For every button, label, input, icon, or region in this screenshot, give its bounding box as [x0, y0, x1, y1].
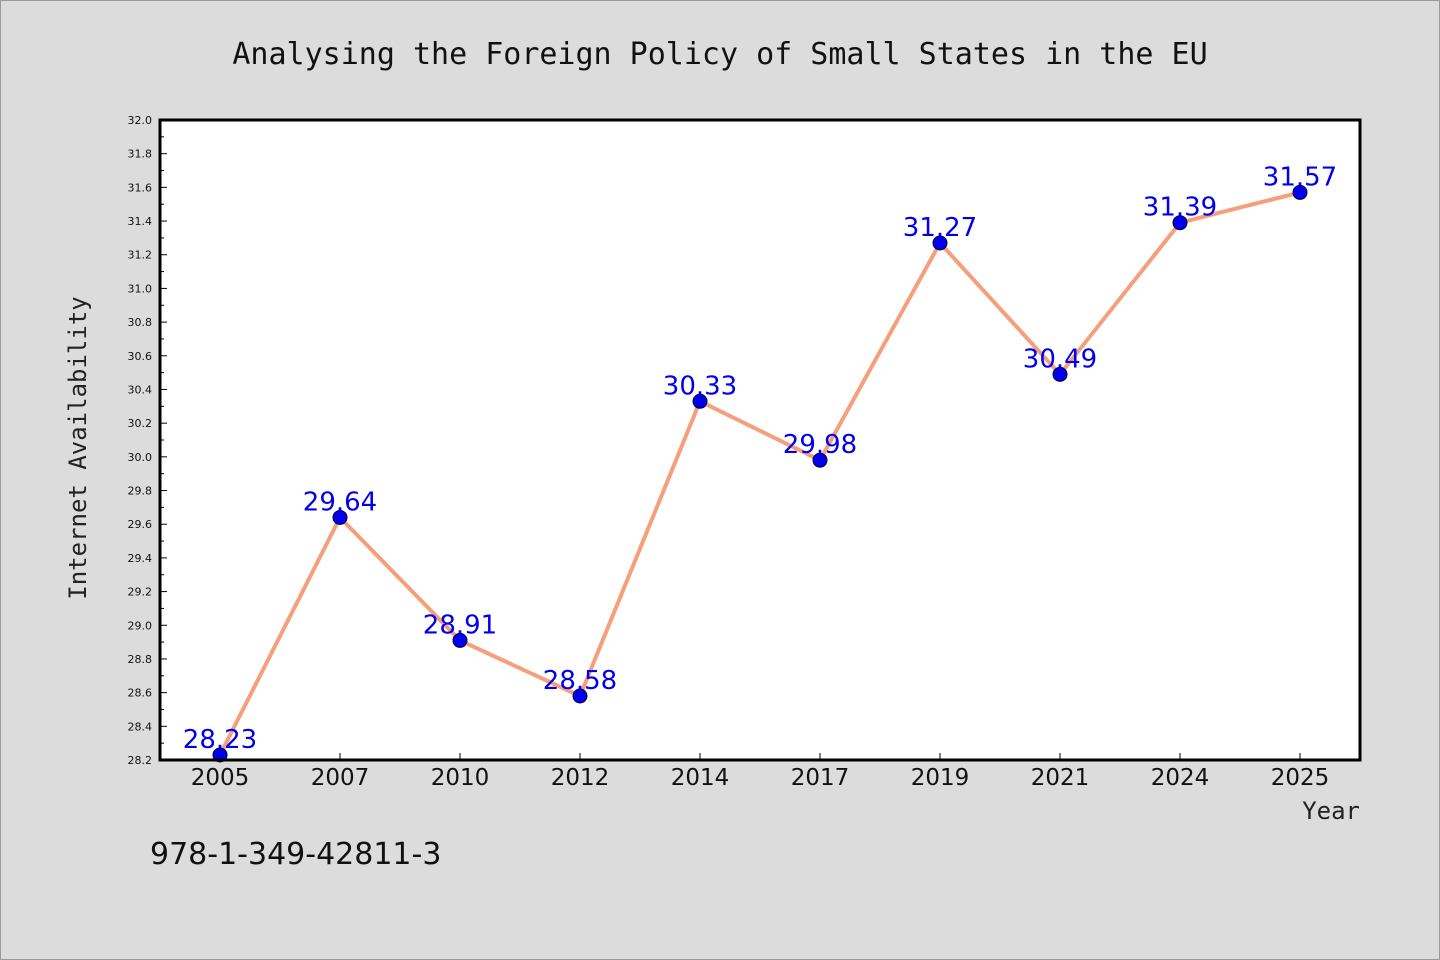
y-tick-label: 31.4: [128, 215, 153, 228]
y-tick-label: 30.8: [128, 316, 153, 329]
y-tick-label: 31.2: [128, 249, 153, 262]
y-tick-label: 28.8: [128, 653, 153, 666]
y-tick-label: 30.2: [128, 417, 153, 430]
plot-area: [160, 120, 1360, 760]
y-tick-label: 29.0: [128, 619, 153, 632]
data-point: [812, 452, 828, 468]
y-tick-label: 32.0: [128, 114, 153, 127]
x-tick-label: 2021: [1031, 765, 1090, 791]
x-tick-label: 2014: [671, 765, 730, 791]
y-tick-label: 29.4: [128, 552, 153, 565]
data-point: [692, 393, 708, 409]
data-label: 28.91: [423, 610, 497, 640]
y-tick-label: 29.6: [128, 518, 153, 531]
data-label: 31.27: [903, 213, 977, 243]
series-line: [218, 190, 1301, 756]
y-tick-label: 28.6: [128, 687, 153, 700]
data-point: [572, 688, 588, 704]
data-label: 28.58: [543, 666, 617, 696]
x-axis-tick-labels: 2005 2007 2010 2012 2014 2017 2019 2021 2024 2025: [191, 765, 1330, 791]
data-point: [332, 509, 348, 525]
data-label: 31.39: [1143, 193, 1217, 223]
x-tick-label: 2010: [431, 765, 490, 791]
plot-border: [158, 118, 1362, 762]
x-axis-label: Year: [1302, 797, 1360, 825]
data-labels: 28.23 29.64 28.91 28.58 30.33 29.98 31.27 30.49…: [183, 162, 1337, 755]
y-tick-label: 30.6: [128, 350, 153, 363]
data-point: [452, 632, 468, 648]
x-tick-label: 2005: [191, 765, 250, 791]
x-tick-label: 2025: [1271, 765, 1330, 791]
y-tick-label: 29.2: [128, 586, 153, 599]
y-tick-label: 28.4: [128, 720, 153, 733]
data-label: 29.64: [303, 487, 377, 517]
y-tick-label: 30.0: [128, 451, 153, 464]
data-point: [1292, 184, 1308, 200]
y-tick-label: 31.0: [128, 282, 153, 295]
x-tick-label: 2019: [911, 765, 970, 791]
y-axis-label: Internet Availability: [64, 296, 92, 599]
x-tick-label: 2017: [791, 765, 850, 791]
data-point: [1172, 215, 1188, 231]
y-tick-label: 30.4: [128, 383, 153, 396]
data-label: 30.49: [1023, 344, 1097, 374]
x-tick-label: 2007: [311, 765, 370, 791]
y-tick-label: 31.8: [128, 148, 153, 161]
y-tick-label: 29.8: [128, 485, 153, 498]
x-tick-label: 2024: [1151, 765, 1210, 791]
x-tick-label: 2012: [551, 765, 610, 791]
data-label: 31.57: [1263, 162, 1337, 192]
data-label: 30.33: [663, 371, 737, 401]
series-markers: [212, 184, 1308, 763]
y-tick-label: 31.6: [128, 181, 153, 194]
data-point: [212, 747, 228, 763]
data-point: [1052, 366, 1068, 382]
data-point: [932, 235, 948, 251]
data-label: 29.98: [783, 430, 857, 460]
y-axis-tick-labels: 28.2 28.4 28.6 28.8 29.0 29.2 29.4 29.6 29.8 30.0…: [128, 114, 153, 767]
data-label: 28.23: [183, 725, 257, 755]
isbn-text: 978-1-349-42811-3: [150, 837, 441, 872]
y-tick-label: 28.2: [128, 754, 153, 767]
chart-title: Analysing the Foreign Policy of Small St…: [232, 37, 1207, 72]
